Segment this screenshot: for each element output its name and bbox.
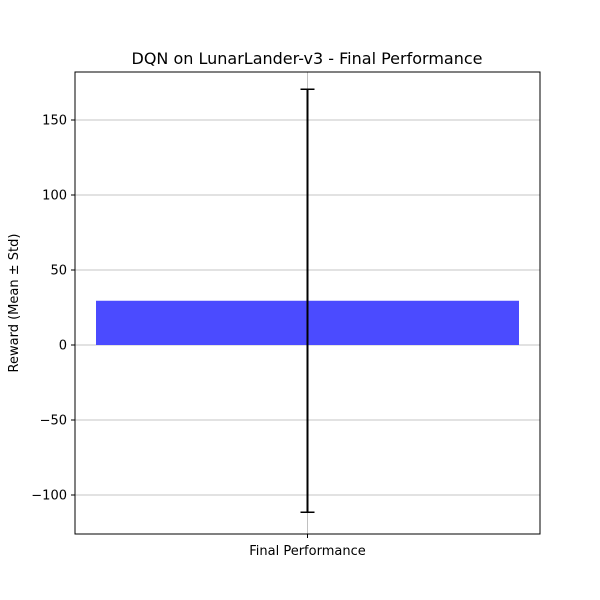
y-axis: −100 −50 0 50 100 150 <box>31 114 75 504</box>
y-tick-label: −100 <box>31 489 67 504</box>
x-axis: Final Performance <box>249 534 366 559</box>
y-tick-label: 100 <box>42 189 67 204</box>
y-tick-label: −50 <box>40 414 67 429</box>
y-axis-label: Reward (Mean ± Std) <box>7 234 22 373</box>
chart-title: DQN on LunarLander-v3 - Final Performanc… <box>132 49 483 68</box>
y-tick-label: 150 <box>42 114 67 129</box>
x-tick-label: Final Performance <box>249 544 365 559</box>
y-tick-label: 50 <box>50 264 67 279</box>
y-tick-label: 0 <box>59 339 67 354</box>
error-layer <box>300 88 315 513</box>
